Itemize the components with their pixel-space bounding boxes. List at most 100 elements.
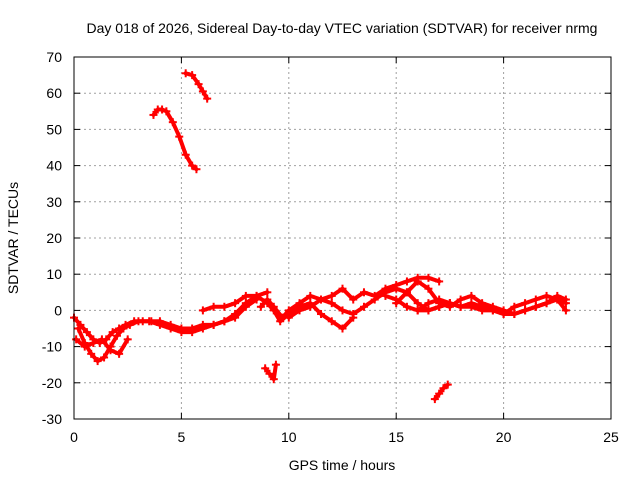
data-point <box>359 302 368 311</box>
x-tick-label: 20 <box>496 429 512 445</box>
data-point <box>168 118 177 127</box>
data-point <box>149 110 158 119</box>
data-point <box>439 384 448 393</box>
data-point <box>531 302 540 311</box>
data-point <box>93 357 102 366</box>
data-point <box>198 324 207 333</box>
series-arc-12 <box>263 362 278 382</box>
data-point <box>284 313 293 322</box>
data-point <box>295 306 304 315</box>
data-point <box>241 299 250 308</box>
data-point <box>443 380 452 389</box>
data-point <box>263 295 272 304</box>
data-point <box>119 324 128 333</box>
data-point <box>261 364 270 373</box>
data-point <box>220 302 229 311</box>
data-point <box>510 302 519 311</box>
chart-title: Day 018 of 2026, Sidereal Day-to-day VTE… <box>87 20 598 36</box>
x-tick-label: 10 <box>281 429 297 445</box>
data-point <box>188 328 197 337</box>
data-point <box>106 346 115 355</box>
data-point <box>209 320 218 329</box>
data-point <box>521 306 530 315</box>
data-point <box>145 317 154 326</box>
data-point <box>220 317 229 326</box>
data-point <box>510 310 519 319</box>
data-point <box>158 105 167 114</box>
y-tick-label: 40 <box>46 158 62 174</box>
data-point <box>241 291 250 300</box>
data-point <box>435 389 444 398</box>
series-arc-4 <box>200 293 356 331</box>
data-point <box>82 328 91 337</box>
data-point <box>74 324 83 333</box>
data-point <box>317 310 326 319</box>
data-point <box>175 132 184 141</box>
data-point <box>155 320 164 329</box>
data-point <box>209 302 218 311</box>
data-point <box>478 302 487 311</box>
data-point <box>542 299 551 308</box>
data-point <box>424 299 433 308</box>
data-point <box>413 306 422 315</box>
y-tick-label: -20 <box>42 375 62 391</box>
data-point <box>327 317 336 326</box>
data-point <box>252 291 261 300</box>
data-point <box>231 299 240 308</box>
data-point <box>269 375 278 384</box>
data-point <box>125 320 134 329</box>
data-point <box>435 302 444 311</box>
data-point <box>424 284 433 293</box>
data-point <box>445 299 454 308</box>
data-point <box>413 277 422 286</box>
data-point <box>338 306 347 315</box>
data-point <box>338 324 347 333</box>
data-point <box>181 150 190 159</box>
data-point <box>349 310 358 319</box>
data-point <box>456 295 465 304</box>
data-point <box>424 273 433 282</box>
data-point <box>456 302 465 311</box>
data-point <box>424 306 433 315</box>
data-point <box>402 302 411 311</box>
data-point <box>467 299 476 308</box>
data-point <box>72 335 81 344</box>
data-point <box>80 342 89 351</box>
data-point <box>430 395 439 404</box>
y-tick-label: 0 <box>54 302 62 318</box>
data-point <box>162 107 171 116</box>
data-point <box>166 324 175 333</box>
data-point <box>265 369 274 378</box>
series-arc-13 <box>432 382 450 402</box>
data-point <box>256 302 265 311</box>
y-tick-label: -30 <box>42 411 62 427</box>
data-point <box>349 295 358 304</box>
data-point <box>561 295 570 304</box>
data-point <box>327 299 336 308</box>
data-point <box>306 291 315 300</box>
x-tick-label: 15 <box>388 429 404 445</box>
x-tick-label: 25 <box>603 429 619 445</box>
data-point <box>194 80 203 89</box>
data-point <box>203 94 212 103</box>
data-point <box>115 349 124 358</box>
plot-frame <box>73 56 612 420</box>
y-tick-label: 20 <box>46 230 62 246</box>
data-point <box>100 353 109 362</box>
y-tick-label: -10 <box>42 339 62 355</box>
data-point <box>359 288 368 297</box>
axis-ticks: 0 5 10 15 20 25 -30 -20 -10 0 10 20 30 40 50 60 70 <box>42 49 619 445</box>
data-point <box>542 291 551 300</box>
data-point <box>370 295 379 304</box>
y-tick-label: 60 <box>46 85 62 101</box>
data-point <box>198 306 207 315</box>
data-point <box>89 338 98 347</box>
data-point <box>467 291 476 300</box>
data-point <box>435 295 444 304</box>
data-point <box>553 295 562 304</box>
data-point <box>338 284 347 293</box>
data-series <box>70 69 570 404</box>
y-tick-label: 70 <box>46 49 62 65</box>
